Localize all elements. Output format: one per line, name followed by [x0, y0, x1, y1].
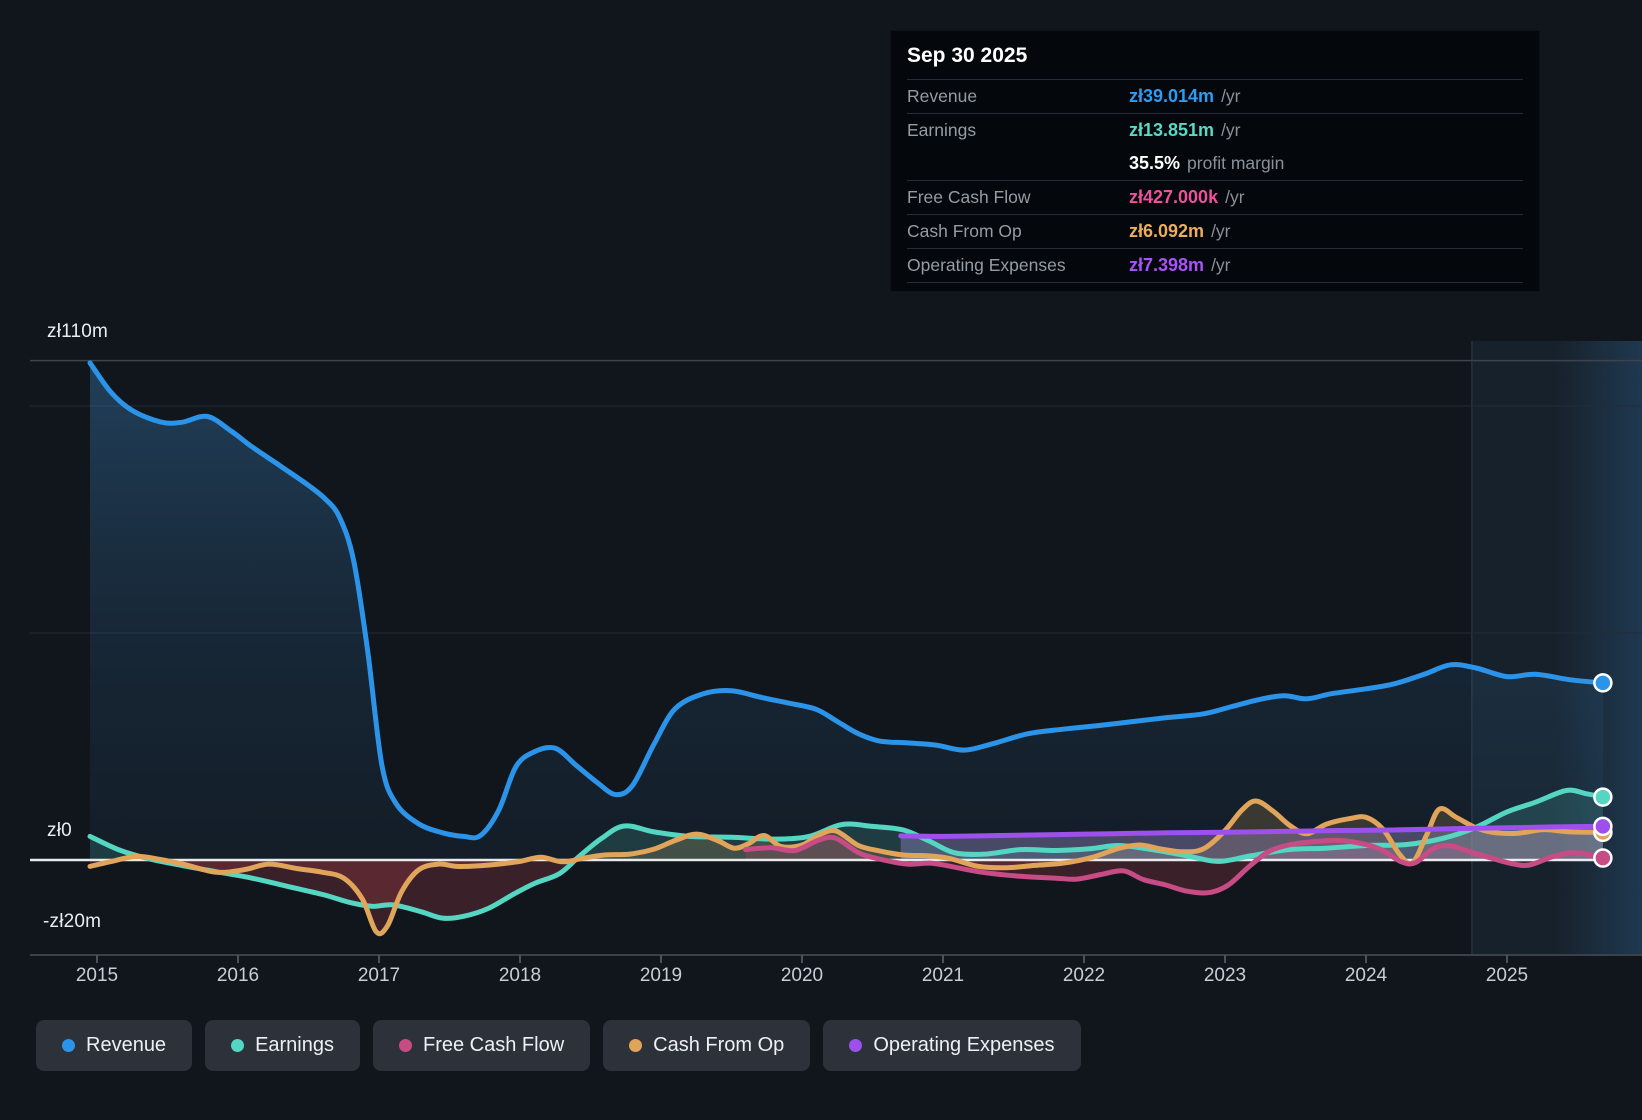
tooltip-label: Earnings: [907, 120, 977, 140]
tooltip-unit: /yr: [1211, 255, 1231, 275]
tooltip-row-operating-expenses: Operating Expenses zł7.398m /yr: [907, 248, 1523, 283]
tooltip-value: zł427.000k: [1129, 187, 1219, 207]
tooltip-value: zł13.851m: [1129, 120, 1215, 140]
x-axis-label-2015: 2015: [75, 965, 119, 986]
tooltip-label: Operating Expenses: [907, 255, 1066, 275]
y-axis-label-110m: zł110m: [47, 320, 109, 342]
series-line-operating_expenses[interactable]: [898, 823, 1606, 839]
tooltip-row-earnings: Earnings zł13.851m /yr: [907, 113, 1523, 147]
legend-label: Operating Expenses: [873, 1034, 1055, 1056]
x-axis-label-2022: 2022: [1062, 965, 1106, 986]
free-cash-flow-series-dot-icon: [399, 1039, 412, 1052]
tooltip-unit: /yr: [1211, 221, 1231, 241]
x-axis-label-2019: 2019: [639, 965, 683, 986]
series-line-revenue[interactable]: [87, 360, 1606, 841]
tooltip-label: Revenue: [907, 86, 978, 106]
tooltip-unit: profit margin: [1187, 153, 1285, 173]
legend-label: Earnings: [255, 1034, 334, 1056]
x-axis-label-2024: 2024: [1344, 965, 1388, 986]
x-axis-label-2016: 2016: [216, 965, 260, 986]
series-end-dot-operating_expenses[interactable]: [1593, 816, 1613, 837]
series-area-negative-cash_from_op: [90, 860, 1603, 934]
series-end-dot-revenue[interactable]: [1593, 673, 1613, 693]
chart-legend: Revenue Earnings Free Cash Flow Cash Fro…: [36, 1020, 1081, 1071]
y-axis-label--20m: -zł20m: [43, 910, 102, 932]
legend-label: Free Cash Flow: [423, 1034, 565, 1056]
tooltip-unit: /yr: [1221, 120, 1241, 140]
tooltip-row-cash-from-op: Cash From Op zł6.092m /yr: [907, 214, 1523, 248]
earnings-series-dot-icon: [231, 1039, 245, 1052]
series-line-earnings[interactable]: [87, 787, 1606, 921]
series-line-cash_from_op[interactable]: [87, 798, 1606, 937]
y-axis-label-0m: zł0: [47, 820, 72, 841]
x-axis-label-2017: 2017: [357, 965, 401, 986]
series-end-dot-earnings[interactable]: [1593, 787, 1613, 807]
tooltip-row-profit-margin: 35.5% profit margin: [907, 147, 1523, 180]
series-area-negative-earnings: [90, 860, 1603, 919]
tooltip-label: Cash From Op: [907, 221, 1022, 241]
series-area-negative-free_cash_flow: [745, 860, 1603, 893]
revenue-series-dot-icon: [62, 1039, 75, 1052]
legend-item-operating-expenses[interactable]: Operating Expenses: [823, 1020, 1081, 1071]
tooltip-value: zł39.014m: [1129, 86, 1215, 106]
legend-item-revenue[interactable]: Revenue: [36, 1020, 193, 1071]
series-area-cash_from_op: [90, 800, 1603, 860]
chart-tooltip: Sep 30 2025 Revenue zł39.014m /yr Earnin…: [890, 30, 1540, 292]
series-line-free_cash_flow[interactable]: [743, 834, 1606, 896]
tooltip-value: 35.5%: [1129, 153, 1181, 173]
legend-item-cash-from-op[interactable]: Cash From Op: [603, 1020, 811, 1071]
tooltip-value: zł6.092m: [1129, 221, 1205, 241]
cash-from-op-series-dot-icon: [629, 1039, 643, 1052]
tooltip-unit: /yr: [1225, 187, 1245, 207]
x-axis-label-2023: 2023: [1203, 965, 1247, 986]
x-axis-label-2018: 2018: [498, 965, 542, 986]
tooltip-label: Free Cash Flow: [907, 187, 1031, 207]
x-axis-label-2020: 2020: [780, 965, 824, 986]
x-axis-label-2021: 2021: [921, 965, 965, 986]
tooltip-value: zł7.398m: [1129, 255, 1205, 275]
legend-label: Revenue: [86, 1034, 167, 1056]
tooltip-unit: /yr: [1221, 86, 1241, 106]
series-end-dot-free_cash_flow[interactable]: [1593, 848, 1613, 868]
legend-item-free-cash-flow[interactable]: Free Cash Flow: [373, 1020, 591, 1071]
tooltip-row-free-cash-flow: Free Cash Flow zł427.000k /yr: [907, 180, 1523, 214]
legend-label: Cash From Op: [653, 1034, 785, 1056]
series-area-revenue: [90, 362, 1603, 860]
legend-item-earnings[interactable]: Earnings: [205, 1020, 360, 1071]
x-axis-label-2025: 2025: [1485, 965, 1529, 986]
tooltip-row-revenue: Revenue zł39.014m /yr: [907, 79, 1523, 113]
operating-expenses-series-dot-icon: [849, 1039, 863, 1052]
tooltip-date: Sep 30 2025: [907, 44, 1028, 67]
